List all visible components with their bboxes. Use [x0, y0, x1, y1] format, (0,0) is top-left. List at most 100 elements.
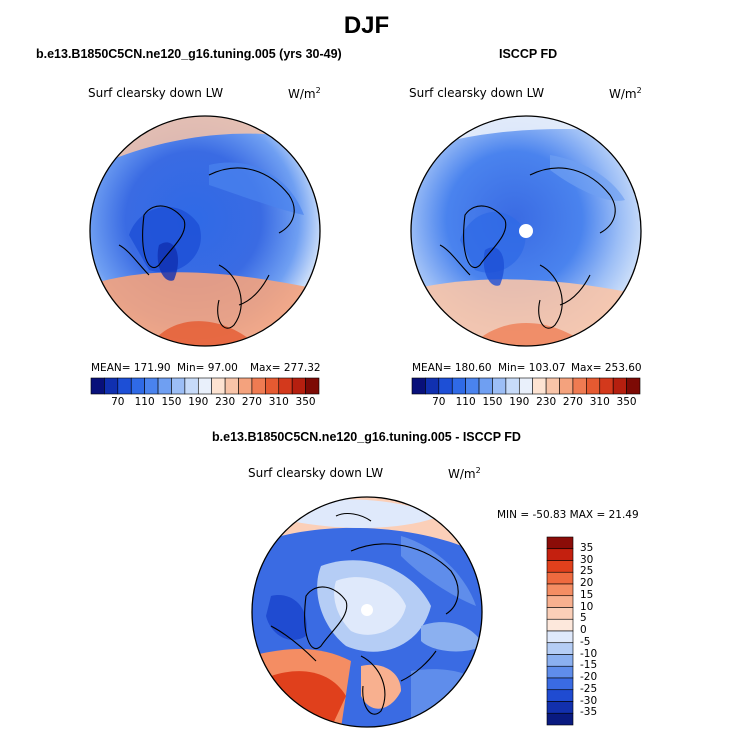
colorbar-swatch — [451, 377, 466, 395]
panel-1-mean: MEAN= 171.90 — [91, 362, 171, 374]
diff-colorbar-labels: 35 30 25 20 15 10 5 0 -5 -10 -15 -20 -25 -30 -35 — [580, 537, 620, 725]
colorbar-swatch — [626, 377, 641, 395]
colorbar-tick-label: 350 — [616, 396, 637, 408]
diff-colorbar-tick-label: 0 — [580, 624, 587, 636]
panel-1-polar-map — [89, 115, 321, 347]
diff-colorbar-tick-label: 20 — [580, 577, 594, 589]
diff-colorbar-swatch — [546, 536, 574, 550]
diff-colorbar-tick-label: 15 — [580, 588, 594, 601]
figure-title: DJF — [343, 12, 390, 39]
colorbar-swatch — [478, 377, 493, 395]
diff-colorbar-swatch — [546, 689, 574, 702]
colorbar-swatch — [586, 377, 601, 395]
diff-colorbar-tick-label: -20 — [580, 671, 598, 683]
diff-colorbar-tick-label: -30 — [580, 694, 598, 707]
panel-1-min: Min= 97.00 — [177, 362, 238, 374]
diff-colorbar-swatch — [546, 618, 574, 632]
diff-subtitle: b.e13.B1850C5CN.ne120_g16.tuning.005 - I… — [212, 430, 521, 444]
diff-colorbar-swatch — [546, 630, 574, 644]
colorbar-swatch — [438, 377, 453, 395]
colorbar-tick-label: 110 — [134, 396, 155, 408]
colorbar-swatch — [130, 377, 145, 395]
colorbar-swatch — [144, 377, 159, 395]
panel-2-min: Min= 103.07 — [498, 362, 566, 374]
panel-1-colorbar — [90, 377, 320, 395]
diff-colorbar-tick-label: -5 — [580, 635, 591, 648]
colorbar-tick-label: 350 — [295, 396, 316, 408]
panel-2-colorbar-labels: 70 110 150 190 230 270 310 350 — [412, 396, 640, 410]
diff-polar-map — [251, 496, 483, 728]
diff-colorbar-tick-label: -15 — [580, 659, 598, 672]
diff-colorbar-tick-label: 25 — [580, 565, 594, 578]
panel-2-max: Max= 253.60 — [571, 362, 642, 374]
colorbar-swatch — [211, 377, 226, 395]
colorbar-swatch — [104, 377, 119, 395]
diff-colorbar-swatch — [546, 701, 574, 714]
panel-1-subtitle: b.e13.B1850C5CN.ne120_g16.tuning.005 (yr… — [36, 47, 342, 61]
colorbar-tick-label: 230 — [536, 396, 557, 408]
colorbar-swatch — [411, 377, 426, 395]
diff-colorbar-tick-label: -10 — [580, 647, 598, 660]
colorbar-swatch — [532, 377, 547, 395]
colorbar-tick-label: 70 — [111, 396, 125, 408]
colorbar-tick-label: 270 — [562, 396, 583, 408]
diff-colorbar-tick-label: -35 — [580, 706, 598, 719]
colorbar-tick-label: 310 — [589, 396, 610, 408]
colorbar-swatch — [278, 377, 293, 395]
diff-colorbar-tick-label: 5 — [580, 612, 587, 625]
colorbar-swatch — [251, 377, 266, 395]
colorbar-tick-label: 270 — [241, 396, 262, 408]
colorbar-tick-label: 190 — [509, 396, 530, 408]
colorbar-swatch — [425, 377, 440, 395]
colorbar-swatch — [224, 377, 239, 395]
diff-colorbar-swatch — [546, 560, 574, 573]
colorbar-tick-label: 310 — [268, 396, 289, 408]
colorbar-tick-label: 230 — [215, 396, 236, 408]
colorbar-swatch — [238, 377, 253, 395]
panel-2-polar-map — [410, 115, 642, 347]
colorbar-tick-label: 70 — [432, 396, 446, 408]
colorbar-swatch — [599, 377, 614, 395]
colorbar-swatch — [117, 377, 132, 395]
colorbar-swatch — [184, 377, 199, 395]
diff-colorbar-tick-label: 10 — [580, 600, 594, 613]
panel-1-colorbar-labels: 70 110 150 190 230 270 310 350 — [91, 396, 319, 410]
colorbar-swatch — [545, 377, 560, 395]
colorbar-swatch — [612, 377, 627, 395]
diff-colorbar-swatch — [546, 677, 574, 691]
colorbar-tick-label: 150 — [161, 396, 182, 408]
colorbar-swatch — [90, 377, 105, 395]
colorbar-tick-label: 190 — [188, 396, 209, 408]
colorbar-swatch — [291, 377, 306, 395]
diff-colorbar-tick-label: 30 — [580, 553, 594, 566]
diff-colorbar-swatch — [546, 665, 574, 679]
panel-2-mean: MEAN= 180.60 — [412, 362, 492, 374]
colorbar-swatch — [197, 377, 213, 395]
diff-colorbar-swatch — [546, 712, 574, 726]
colorbar-swatch — [305, 377, 320, 395]
panel-1-units: W/m2 — [288, 86, 321, 101]
colorbar-swatch — [572, 377, 587, 395]
colorbar-tick-label: 110 — [455, 396, 476, 408]
diff-minmax: MIN = -50.83 MAX = 21.49 — [497, 509, 639, 521]
colorbar-swatch — [505, 377, 520, 395]
colorbar-swatch — [518, 377, 534, 395]
diff-colorbar — [546, 536, 574, 726]
diff-colorbar-tick-label: -25 — [580, 682, 598, 695]
colorbar-swatch — [265, 377, 280, 395]
colorbar-tick-label: 150 — [482, 396, 503, 408]
colorbar-swatch — [465, 377, 480, 395]
colorbar-swatch — [559, 377, 574, 395]
panel-2-variable: Surf clearsky down LW — [409, 86, 545, 100]
panel-1-max: Max= 277.32 — [250, 362, 321, 374]
diff-colorbar-swatch — [546, 654, 574, 667]
diff-colorbar-swatch — [546, 548, 574, 561]
colorbar-swatch — [492, 377, 507, 395]
diff-colorbar-tick-label: 35 — [580, 541, 594, 554]
panel-2-colorbar — [411, 377, 641, 395]
diff-colorbar-swatch — [546, 642, 574, 655]
diff-colorbar-swatch — [546, 607, 574, 620]
diff-colorbar-swatch — [546, 583, 574, 597]
panel-2-units: W/m2 — [609, 86, 642, 101]
diff-colorbar-swatch — [546, 595, 574, 608]
